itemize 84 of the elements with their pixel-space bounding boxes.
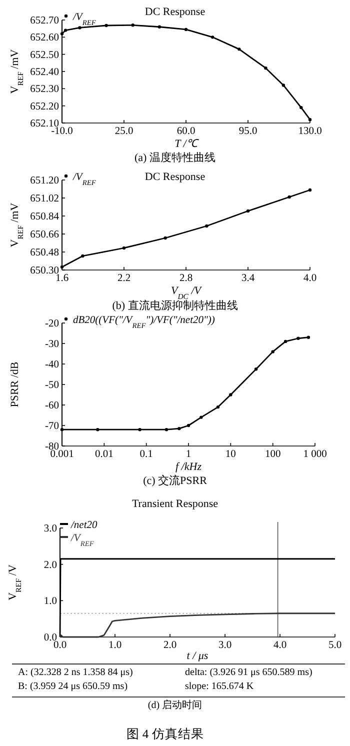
x-tick-label: 1.6: [55, 273, 69, 284]
x-axis-title: V$_{DC}$ /V: [171, 285, 202, 300]
text: /net20: [70, 520, 98, 531]
point: [78, 26, 82, 30]
chart-title: Transient Response: [132, 498, 218, 510]
y-tick-label: 652.60: [30, 32, 59, 44]
point: [210, 36, 214, 39]
y-tick-label: 652.40: [30, 67, 59, 78]
text: (d) 启动时间: [148, 699, 202, 711]
y-tick-label: 652.50: [30, 50, 59, 61]
point: [184, 28, 188, 32]
point: [288, 195, 291, 199]
caption: 图 4 仿真结果: [126, 727, 204, 741]
y-tick-label: -30: [45, 339, 59, 350]
y-tick-label: 652.30: [30, 84, 59, 96]
y-tick-label: 3.0: [44, 524, 57, 534]
text: delta: (3.926 91 μs 650.589 ms): [185, 667, 312, 678]
x-tick-label: 10: [225, 449, 236, 460]
y-tick-label: 651.20: [30, 176, 59, 186]
text: (c) 交流PSRR: [143, 474, 208, 487]
point: [282, 84, 286, 87]
y-tick-label: -60: [45, 400, 59, 412]
y-tick-label: 652.20: [30, 101, 59, 112]
text: A: (32.328 2 ns 1.358 84 μs): [18, 667, 133, 678]
x-tick-label: -10.0: [51, 126, 73, 137]
x-axis-title: t / μs: [186, 650, 208, 662]
chart-title: DC Response: [144, 6, 206, 18]
x-axis-title: f /kHz: [176, 461, 202, 473]
text: (b) 直流电源抑制特性曲线: [112, 299, 238, 312]
x-tick-label: 4.0: [273, 640, 287, 651]
x-tick-label: 3.4: [241, 273, 256, 284]
text: slope: 165.674 K: [185, 681, 254, 692]
legend-label: /V$_{REF}$: [72, 12, 96, 26]
point: [264, 66, 268, 70]
x-tick-label: 1 000: [303, 449, 327, 460]
y-tick-label: 2.0: [44, 560, 57, 571]
point: [64, 28, 68, 32]
text: /V$_{REF}$: [70, 533, 94, 548]
chart-title: DC Response: [144, 171, 206, 183]
text: B: (3.959 24 μs 650.59 ms): [18, 681, 128, 692]
point: [308, 188, 312, 192]
y-tick-label: -70: [45, 421, 59, 432]
y-tick-label: 650.48: [30, 248, 59, 258]
y-tick-label: -40: [45, 360, 59, 370]
point: [81, 254, 84, 258]
x-tick-label: 2.0: [163, 640, 177, 651]
y-axis-title: PSRR /dB: [9, 362, 21, 408]
point: [205, 224, 208, 228]
y-tick-label: -20: [45, 318, 59, 330]
point: [122, 246, 126, 250]
x-tick-label: 1: [186, 449, 192, 460]
point: [131, 24, 134, 27]
x-tick-label: 95.0: [238, 126, 258, 137]
point: [300, 106, 303, 110]
legend-label: /V$_{REF}$: [72, 172, 96, 186]
text: (a) 温度特性曲线: [134, 151, 216, 164]
point: [158, 25, 162, 28]
x-tick-label: 2.2: [117, 273, 131, 284]
legend-label: dB20((VF("/V$_{REF}$")/VF("/net20")): [73, 315, 216, 330]
x-tick-label: 2.8: [179, 273, 193, 284]
y-tick-label: 650.84: [30, 212, 60, 222]
y-tick-label: 652.70: [30, 16, 59, 26]
y-tick-label: -50: [45, 380, 59, 391]
x-tick-label: 60.0: [176, 126, 196, 137]
point: [164, 236, 167, 240]
x-axis-title: T /℃: [174, 138, 200, 150]
x-tick-label: 3.0: [218, 640, 232, 651]
x-tick-label: 0.01: [94, 449, 114, 460]
x-tick-label: 5.0: [328, 640, 342, 651]
y-tick-label: 650.66: [30, 230, 59, 240]
x-tick-label: 130.0: [298, 126, 322, 137]
x-tick-label: 0.0: [53, 640, 67, 651]
point: [60, 32, 64, 36]
point: [246, 209, 250, 213]
point: [238, 48, 241, 51]
x-tick-label: 25.0: [114, 126, 134, 137]
x-tick-label: 0.1: [140, 449, 153, 460]
x-tick-label: 4.0: [303, 273, 317, 284]
y-tick-label: 651.02: [30, 194, 59, 204]
x-tick-label: 0.001: [50, 449, 74, 460]
x-tick-label: 100: [264, 449, 281, 460]
x-tick-label: 1.0: [108, 640, 122, 651]
y-tick-label: 1.0: [44, 596, 57, 608]
point: [104, 24, 108, 28]
